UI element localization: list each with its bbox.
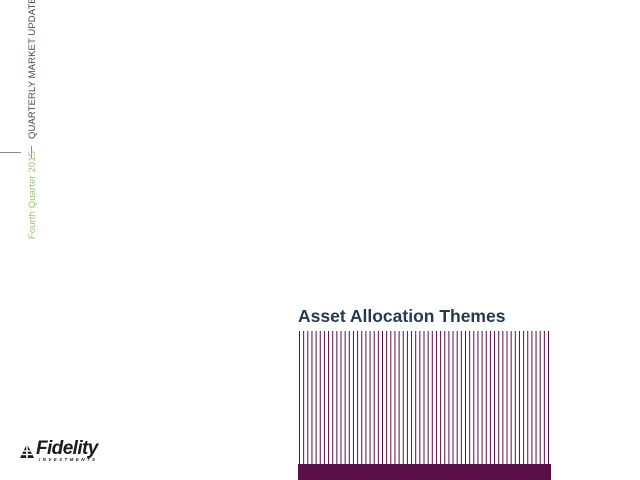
brand-subtitle: INVESTMENTS xyxy=(39,457,98,462)
section-title: Asset Allocation Themes xyxy=(298,306,506,326)
brand-name: Fidelity xyxy=(36,438,98,459)
fidelity-pyramid-icon xyxy=(20,444,34,458)
vertical-header: QUARTERLY MARKET UPDATE Fourth Quarter 2… xyxy=(0,0,48,260)
header-divider-vertical xyxy=(31,146,32,158)
report-period: Fourth Quarter 2015 xyxy=(27,151,38,239)
accent-bar xyxy=(298,464,551,480)
decorative-stripes xyxy=(299,331,549,465)
fidelity-logo: Fidelity INVESTMENTS xyxy=(18,438,110,464)
header-divider-horizontal xyxy=(0,152,21,153)
report-name: QUARTERLY MARKET UPDATE xyxy=(27,0,38,139)
